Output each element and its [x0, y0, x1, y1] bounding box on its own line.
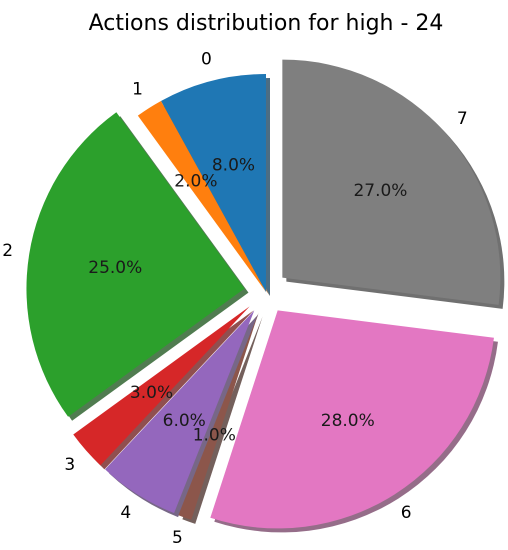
category-label-0: 0 [201, 50, 212, 70]
pie-slice-0 [160, 74, 266, 292]
pct-label-5: 1.0% [193, 426, 236, 446]
category-label-4: 4 [120, 503, 131, 523]
category-label-3: 3 [64, 455, 75, 475]
pct-label-1: 2.0% [174, 172, 217, 192]
pct-label-4: 6.0% [163, 411, 206, 431]
pct-label-0: 8.0% [212, 155, 255, 175]
category-label-1: 1 [132, 80, 143, 100]
category-labels: 0 1 2 3 4 5 6 7 [2, 50, 467, 548]
pie-slices [26, 59, 501, 529]
pct-label-3: 3.0% [130, 383, 173, 403]
pct-label-2: 25.0% [88, 258, 142, 278]
pie-slice-4 [105, 310, 255, 514]
category-label-2: 2 [2, 241, 13, 261]
pie-slice-3 [73, 306, 250, 466]
category-label-7: 7 [457, 109, 468, 129]
pie-slice-6 [210, 310, 494, 529]
pie-slice-7 [282, 59, 501, 305]
chart-title: Actions distribution for high - 24 [89, 11, 444, 36]
category-label-6: 6 [401, 503, 412, 523]
pie-slice-5 [178, 312, 259, 520]
pie-slice-2 [26, 112, 245, 417]
pct-label-7: 27.0% [353, 181, 407, 201]
pct-label-6: 28.0% [321, 411, 375, 431]
category-label-5: 5 [172, 528, 183, 548]
percentage-labels: 8.0%2.0% 25.0% 3.0% 6.0%1.0% 28.0% 27.0% [88, 155, 407, 445]
pie-slice-1 [137, 100, 266, 292]
